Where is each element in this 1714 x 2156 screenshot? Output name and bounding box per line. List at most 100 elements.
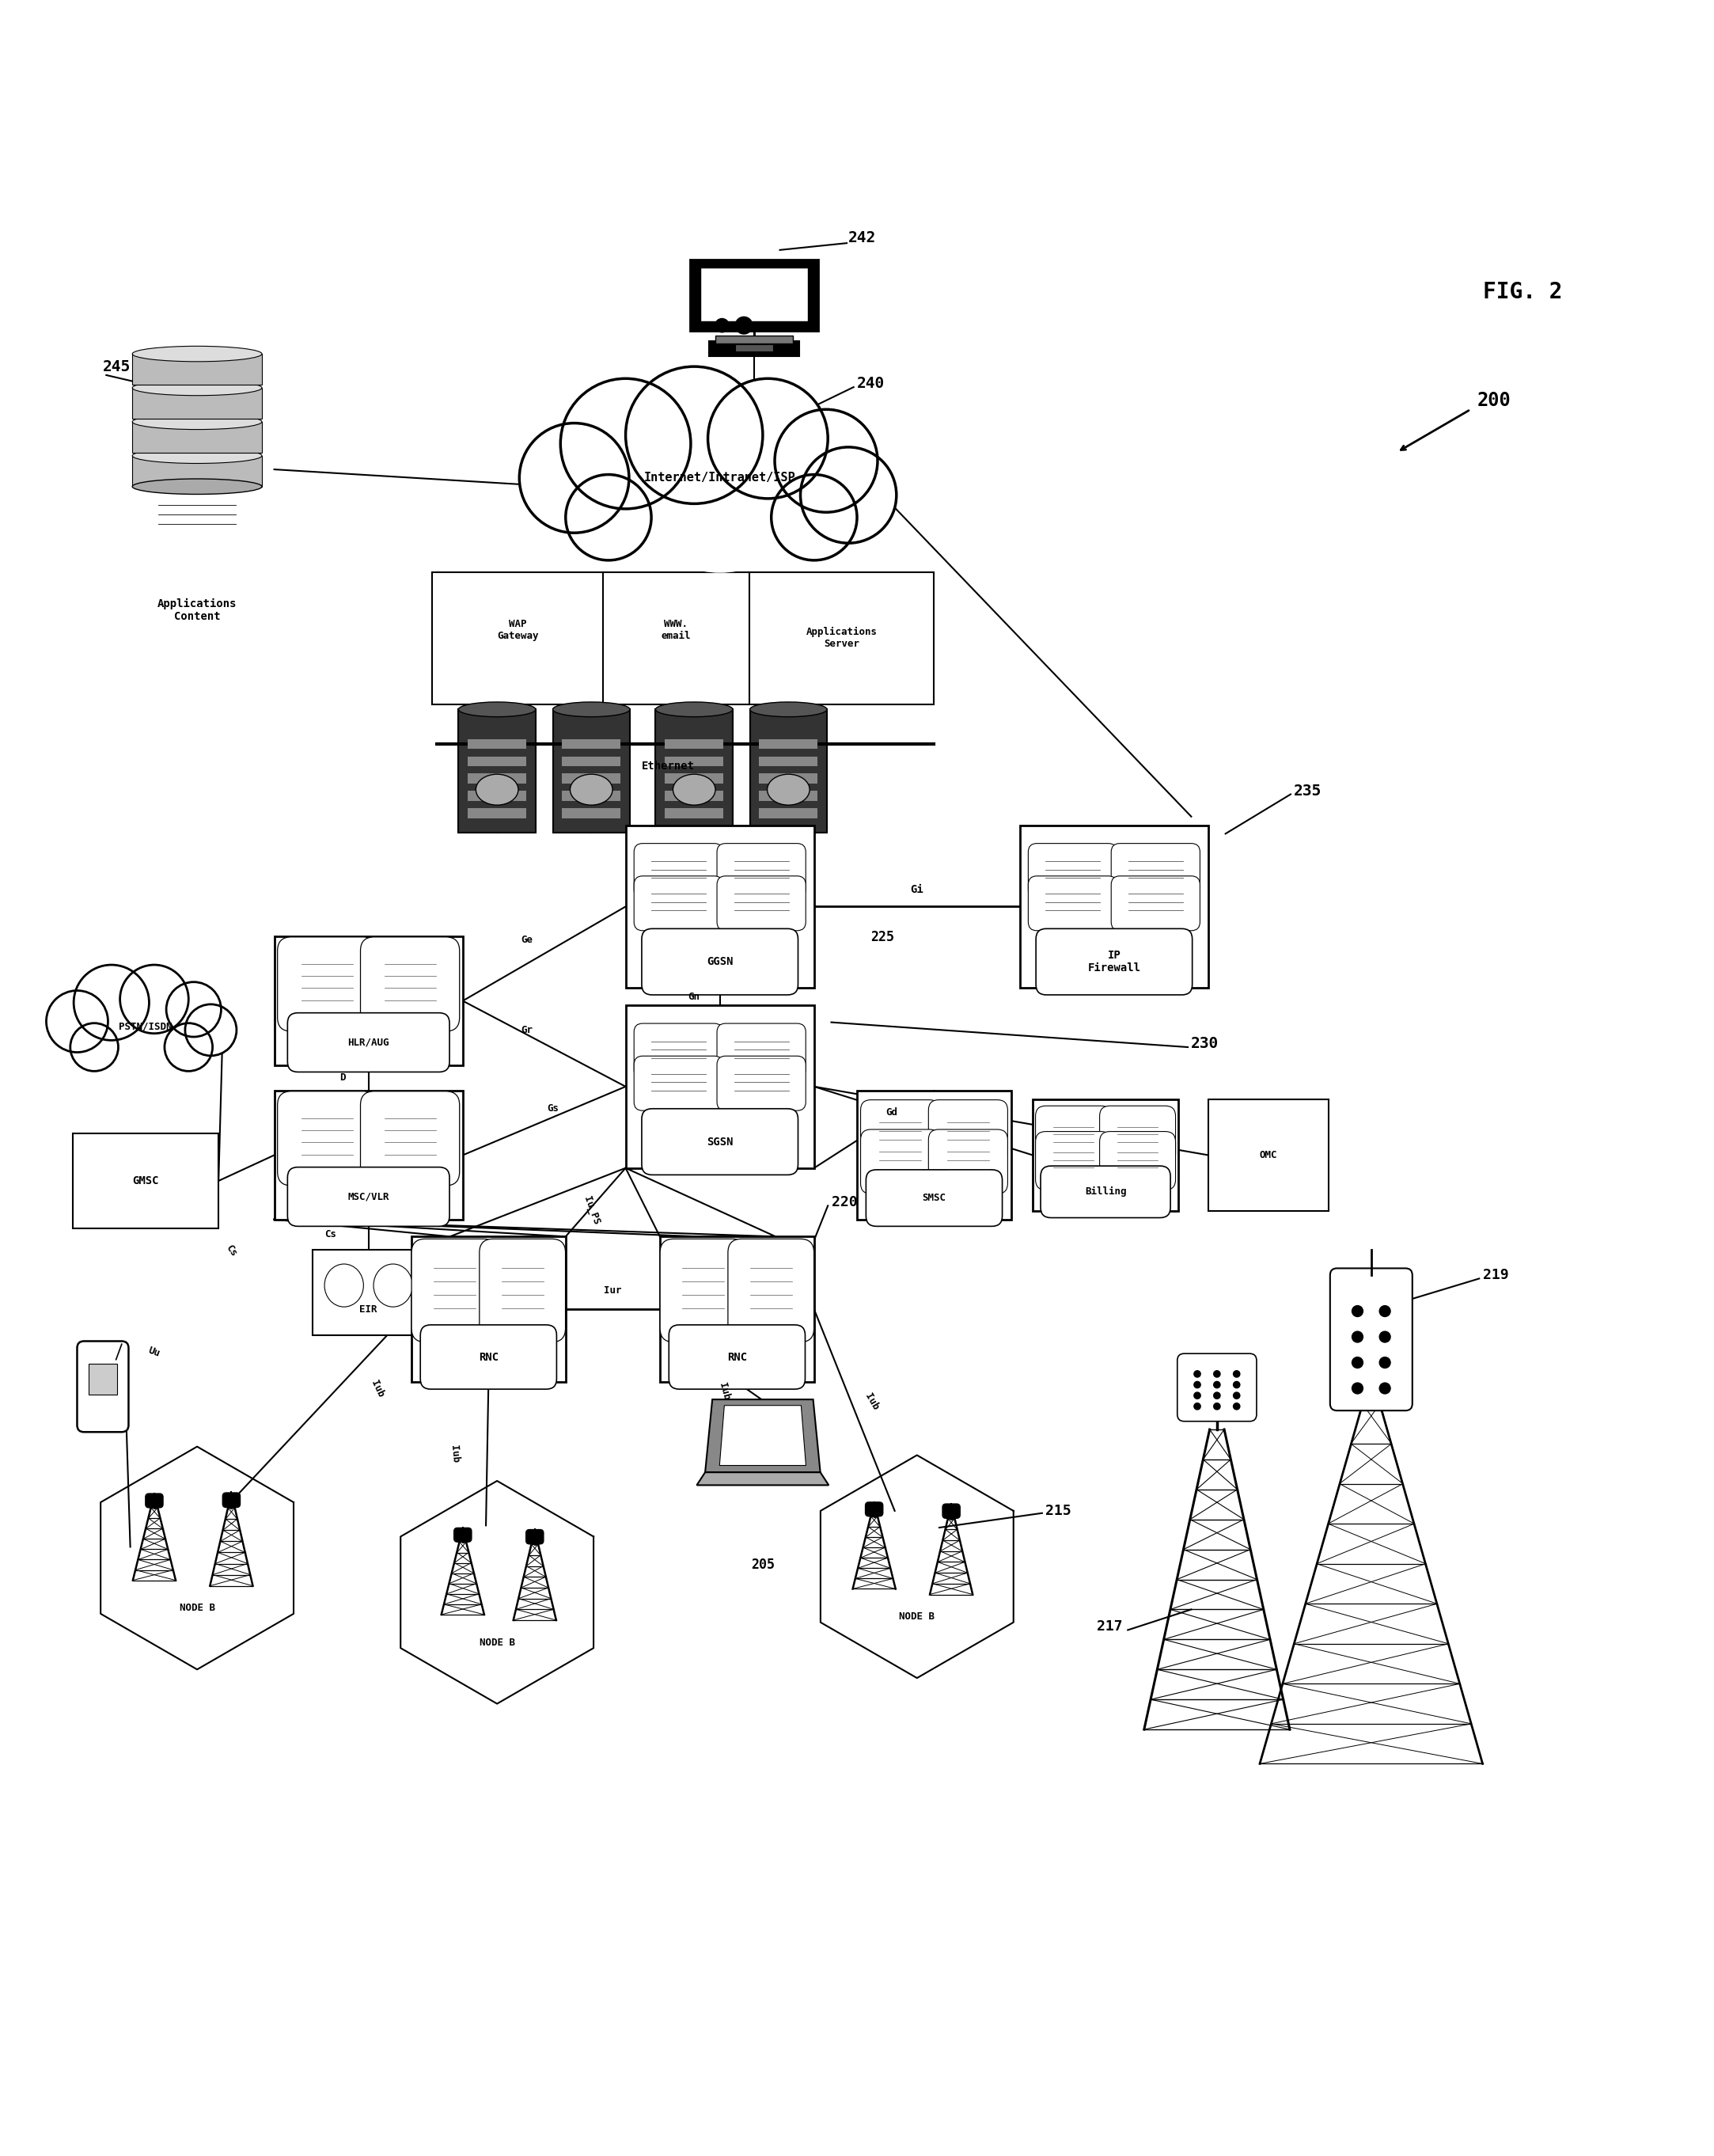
Circle shape — [566, 474, 651, 561]
Ellipse shape — [132, 479, 262, 494]
FancyBboxPatch shape — [1100, 1132, 1176, 1190]
FancyBboxPatch shape — [288, 1166, 449, 1227]
FancyBboxPatch shape — [562, 791, 620, 800]
Text: SGSN: SGSN — [706, 1136, 734, 1147]
Text: OMC: OMC — [1260, 1149, 1277, 1160]
FancyBboxPatch shape — [454, 1529, 471, 1542]
FancyBboxPatch shape — [759, 791, 818, 800]
Text: Billing: Billing — [1085, 1186, 1126, 1197]
Circle shape — [166, 981, 221, 1037]
FancyBboxPatch shape — [72, 1134, 219, 1229]
FancyBboxPatch shape — [1111, 875, 1200, 931]
Circle shape — [70, 1024, 118, 1072]
Text: Iub: Iub — [369, 1378, 386, 1399]
FancyBboxPatch shape — [1028, 875, 1118, 931]
Text: Ethernet: Ethernet — [643, 761, 694, 772]
FancyBboxPatch shape — [360, 938, 459, 1031]
FancyBboxPatch shape — [1035, 1132, 1111, 1190]
Text: 205: 205 — [751, 1559, 775, 1572]
Circle shape — [519, 423, 629, 533]
Ellipse shape — [571, 774, 612, 804]
FancyBboxPatch shape — [716, 875, 806, 931]
Text: D: D — [339, 1074, 346, 1082]
FancyBboxPatch shape — [480, 1240, 566, 1341]
FancyBboxPatch shape — [562, 740, 620, 748]
FancyBboxPatch shape — [641, 1108, 799, 1175]
Text: 21: 21 — [1208, 1380, 1222, 1393]
FancyBboxPatch shape — [665, 774, 723, 783]
Circle shape — [1380, 1356, 1390, 1369]
Text: IP
Firewall: IP Firewall — [1088, 951, 1140, 975]
FancyBboxPatch shape — [626, 826, 814, 987]
Circle shape — [1234, 1382, 1239, 1388]
FancyBboxPatch shape — [89, 1363, 117, 1395]
Text: Iub: Iub — [716, 1382, 732, 1401]
Polygon shape — [720, 1406, 806, 1466]
Text: NODE B: NODE B — [180, 1604, 214, 1613]
Text: 235: 235 — [1294, 783, 1321, 798]
FancyBboxPatch shape — [223, 1492, 240, 1507]
FancyBboxPatch shape — [866, 1171, 1003, 1227]
Text: MSC/VLR: MSC/VLR — [348, 1192, 389, 1201]
FancyBboxPatch shape — [665, 757, 723, 765]
Circle shape — [800, 446, 896, 543]
Text: Ge: Ge — [521, 936, 533, 944]
FancyBboxPatch shape — [710, 341, 799, 356]
Circle shape — [120, 966, 189, 1033]
Ellipse shape — [374, 1263, 413, 1307]
Text: 225: 225 — [871, 929, 895, 944]
FancyBboxPatch shape — [132, 354, 262, 384]
Text: 230: 230 — [1191, 1037, 1219, 1052]
Circle shape — [626, 384, 814, 571]
Circle shape — [771, 474, 857, 561]
Circle shape — [1195, 1382, 1200, 1388]
Circle shape — [165, 1024, 213, 1072]
Text: Gs: Gs — [547, 1104, 559, 1115]
FancyBboxPatch shape — [699, 267, 807, 321]
Circle shape — [1352, 1356, 1363, 1369]
FancyBboxPatch shape — [468, 757, 526, 765]
Text: Gn: Gn — [689, 992, 699, 1003]
Circle shape — [1380, 1332, 1390, 1343]
FancyBboxPatch shape — [1208, 1100, 1328, 1212]
FancyBboxPatch shape — [1028, 843, 1118, 899]
FancyBboxPatch shape — [420, 1326, 557, 1388]
Circle shape — [1195, 1404, 1200, 1410]
Ellipse shape — [132, 347, 262, 362]
FancyBboxPatch shape — [860, 1130, 939, 1194]
Ellipse shape — [476, 774, 518, 804]
Polygon shape — [704, 1399, 821, 1473]
Text: Applications
Content: Applications Content — [158, 597, 237, 623]
Circle shape — [46, 990, 108, 1052]
Text: Iu_PS: Iu_PS — [581, 1194, 602, 1227]
Ellipse shape — [132, 448, 262, 464]
Ellipse shape — [751, 703, 828, 716]
Text: Uu: Uu — [147, 1345, 161, 1358]
Circle shape — [1352, 1332, 1363, 1343]
FancyBboxPatch shape — [274, 936, 463, 1065]
FancyBboxPatch shape — [468, 774, 526, 783]
Text: Cs: Cs — [326, 1229, 336, 1240]
FancyBboxPatch shape — [458, 709, 535, 832]
FancyBboxPatch shape — [668, 1326, 806, 1388]
Text: HLR/AUG: HLR/AUG — [348, 1037, 389, 1048]
Circle shape — [1195, 1393, 1200, 1399]
Circle shape — [1234, 1404, 1239, 1410]
Ellipse shape — [132, 414, 262, 429]
Text: WWW.
email: WWW. email — [662, 619, 691, 640]
FancyBboxPatch shape — [274, 1091, 463, 1220]
Circle shape — [1195, 1371, 1200, 1378]
Circle shape — [1234, 1371, 1239, 1378]
Text: GMSC: GMSC — [132, 1175, 159, 1186]
Text: SMSC: SMSC — [922, 1192, 946, 1203]
FancyBboxPatch shape — [857, 1091, 1011, 1220]
FancyBboxPatch shape — [468, 808, 526, 817]
FancyBboxPatch shape — [665, 808, 723, 817]
FancyBboxPatch shape — [929, 1130, 1008, 1194]
FancyBboxPatch shape — [689, 261, 819, 330]
Circle shape — [185, 1005, 237, 1056]
Text: NODE B: NODE B — [900, 1611, 934, 1621]
Text: Cs: Cs — [225, 1242, 238, 1259]
FancyBboxPatch shape — [759, 808, 818, 817]
Circle shape — [715, 319, 728, 332]
